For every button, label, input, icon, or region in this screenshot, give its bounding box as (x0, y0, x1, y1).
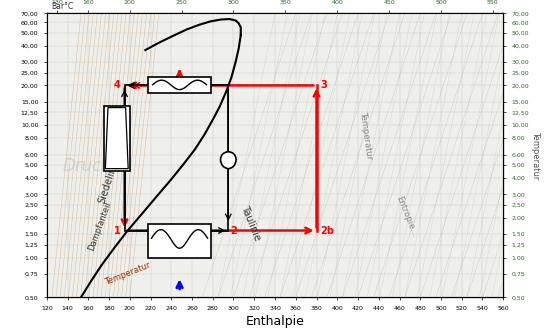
Polygon shape (104, 106, 130, 171)
X-axis label: Enthalpie: Enthalpie (245, 315, 305, 328)
Text: Dampfanteil: Dampfanteil (86, 200, 112, 252)
Polygon shape (148, 77, 211, 93)
Text: Temperatur: Temperatur (104, 260, 152, 287)
Text: Entropie...: Entropie... (394, 195, 419, 238)
Text: Siedelinie: Siedelinie (97, 157, 121, 205)
Text: 2b: 2b (321, 225, 334, 236)
Text: 1: 1 (114, 225, 120, 236)
Polygon shape (148, 224, 211, 257)
Ellipse shape (221, 152, 236, 169)
Text: Temperatur: Temperatur (358, 111, 373, 160)
Y-axis label: Temperatur: Temperatur (531, 131, 540, 179)
Text: Taulinie: Taulinie (239, 204, 262, 243)
Text: 2: 2 (230, 225, 237, 236)
Text: Druck: Druck (62, 157, 111, 175)
Text: 4: 4 (114, 80, 120, 90)
Text: Bar°C: Bar°C (51, 2, 74, 11)
Text: 3: 3 (321, 80, 327, 90)
